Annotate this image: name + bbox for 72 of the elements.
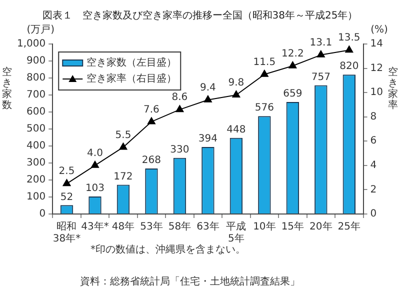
data-label: 7.6 xyxy=(144,104,160,116)
data-label: 659 xyxy=(283,88,302,100)
y-tick-label: 200 xyxy=(26,174,46,186)
y2-tick-label: 4 xyxy=(370,160,377,172)
y-tick-label: 400 xyxy=(26,140,46,152)
data-label: 394 xyxy=(198,134,218,145)
chart-title: 図表１ 空き家数及び空き家率の推移ー全国（昭和38年～平成25年） xyxy=(42,10,358,22)
x-tick-label: 25年 xyxy=(338,220,361,233)
data-label: 9.4 xyxy=(200,82,216,94)
point xyxy=(345,46,354,53)
data-label: 172 xyxy=(114,171,133,182)
y2-tick-label: 0 xyxy=(370,208,377,220)
x-tick-label: 平成 5年 xyxy=(226,220,246,245)
x-tick-label: 10年 xyxy=(253,220,276,233)
data-label: 448 xyxy=(226,124,246,136)
text: (%) xyxy=(370,24,388,36)
data-label: 2.5 xyxy=(58,166,75,178)
data-label: 12.2 xyxy=(282,48,304,60)
data-label: 9.8 xyxy=(228,78,244,89)
y2-tick-label: 14 xyxy=(370,38,384,50)
x-tick-label: 63年 xyxy=(196,220,220,233)
x-tick-label: 58年 xyxy=(168,220,192,233)
data-label: 757 xyxy=(311,72,330,83)
x-tick-label: 48年 xyxy=(112,220,135,233)
data-label: 5.5 xyxy=(115,130,132,141)
text: (万戸) xyxy=(26,24,55,36)
data-label: 820 xyxy=(340,61,359,72)
y-tick-label: 300 xyxy=(26,158,46,169)
y-tick-label: 700 xyxy=(26,90,46,101)
y-tick-label: 1,000 xyxy=(16,38,46,50)
x-tick-label: 53年 xyxy=(140,220,163,233)
point xyxy=(62,179,71,186)
y-tick-label: 100 xyxy=(26,192,46,203)
point xyxy=(288,61,297,68)
y2-axis-title: 空き家率 xyxy=(388,66,398,112)
y2-tick-label: 6 xyxy=(370,136,377,147)
data-label: 268 xyxy=(142,155,162,166)
y2-tick-label: 8 xyxy=(370,111,377,122)
data-label: 13.5 xyxy=(338,32,360,44)
x-tick-label: 43年* xyxy=(81,220,109,233)
data-label: 13.1 xyxy=(310,38,332,49)
data-label: 4.0 xyxy=(87,148,103,160)
text: *印の数値は、沖縄県を含まない。 xyxy=(90,244,246,256)
y-tick-label: 800 xyxy=(26,72,46,84)
point xyxy=(260,70,268,77)
point xyxy=(204,95,212,102)
point xyxy=(176,105,184,112)
point xyxy=(119,142,128,150)
y2-tick-label: 2 xyxy=(370,184,377,196)
data-label: 330 xyxy=(170,144,190,156)
point xyxy=(91,160,99,168)
point xyxy=(148,117,156,124)
data-label: 103 xyxy=(85,183,105,194)
x-tick-label: 15年 xyxy=(281,220,304,233)
y2-tick-label: 10 xyxy=(370,87,384,98)
data-label: 52 xyxy=(60,192,74,203)
y-tick-label: 500 xyxy=(26,124,46,135)
legend-label: 空き家率（右目盛） xyxy=(86,72,177,85)
y-axis-title: 空き家数 xyxy=(2,66,12,112)
data-label: 8.6 xyxy=(172,92,188,104)
y-tick-label: 900 xyxy=(26,56,46,67)
x-tick-label: 昭和 38年* xyxy=(52,220,81,245)
x-tick-label: 20年 xyxy=(310,220,332,233)
point xyxy=(316,50,325,58)
data-label: 11.5 xyxy=(253,56,276,68)
y-tick-label: 0 xyxy=(39,208,46,220)
text: 資料：総務省統計局「住宅・土地統計調査結果」 xyxy=(80,276,300,288)
y2-tick-label: 12 xyxy=(370,62,384,74)
data-label: 576 xyxy=(254,102,274,114)
legend-label: 空き家数（左目盛） xyxy=(86,56,177,69)
y-tick-label: 600 xyxy=(26,106,46,118)
point xyxy=(232,90,240,98)
